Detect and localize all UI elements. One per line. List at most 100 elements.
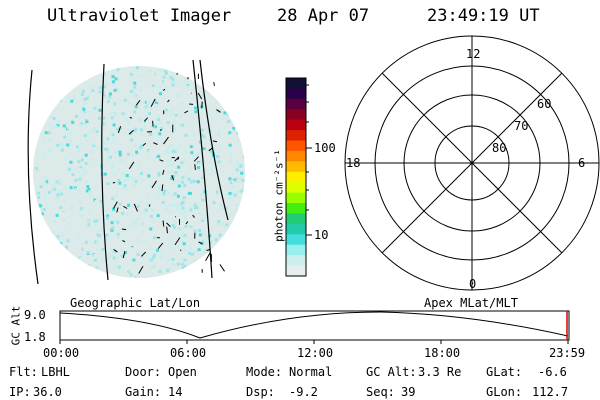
image-pixel <box>158 186 162 190</box>
image-pixel <box>213 76 217 79</box>
image-pixel <box>240 189 243 193</box>
image-pixel <box>39 185 43 189</box>
image-pixel <box>233 140 237 143</box>
image-pixel <box>58 266 62 269</box>
image-pixel <box>177 176 181 180</box>
image-pixel <box>174 171 178 175</box>
image-pixel <box>33 68 37 72</box>
colorbar-segment <box>286 203 306 215</box>
image-pixel <box>78 177 82 181</box>
image-pixel <box>112 106 116 110</box>
image-pixel <box>134 219 138 223</box>
image-pixel <box>234 258 238 262</box>
image-pixel <box>215 135 219 139</box>
image-pixel <box>140 220 144 224</box>
colorbar-segment <box>286 78 306 90</box>
image-pixel <box>206 109 210 113</box>
image-pixel <box>36 230 40 234</box>
image-pixel <box>200 210 204 214</box>
image-pixel <box>73 155 77 159</box>
image-pixel <box>165 208 168 212</box>
image-pixel <box>56 235 60 239</box>
image-pixel <box>96 113 100 117</box>
image-pixel <box>34 206 38 210</box>
image-pixel <box>63 135 67 139</box>
image-pixel <box>241 233 245 236</box>
image-pixel <box>184 83 188 87</box>
image-pixel <box>235 231 239 234</box>
image-pixel <box>80 276 84 278</box>
image-pixel <box>135 260 139 264</box>
image-pixel <box>126 161 129 165</box>
image-pixel <box>130 138 134 142</box>
image-pixel <box>235 208 239 212</box>
image-pixel <box>238 269 242 273</box>
altitude-xtick-0000: 00:00 <box>43 346 80 360</box>
image-pixel <box>50 82 54 86</box>
image-pixel <box>132 191 135 195</box>
image-pixel <box>242 155 245 159</box>
image-pixel <box>166 121 170 125</box>
image-pixel <box>158 132 162 136</box>
image-pixel <box>62 218 66 222</box>
image-pixel <box>193 206 197 210</box>
image-pixel <box>183 99 187 103</box>
image-pixel <box>157 118 160 121</box>
image-pixel <box>72 263 76 267</box>
image-pixel <box>241 203 245 207</box>
image-pixel <box>83 232 87 236</box>
image-pixel <box>104 121 108 125</box>
image-pixel <box>46 257 50 261</box>
image-pixel <box>39 269 43 273</box>
image-pixel <box>87 223 91 227</box>
image-pixel <box>197 212 201 216</box>
image-pixel <box>85 143 89 147</box>
image-pixel <box>136 218 140 222</box>
image-pixel <box>211 222 215 226</box>
image-pixel <box>137 164 141 168</box>
image-pixel <box>76 269 80 273</box>
coastline-segment <box>148 204 151 207</box>
image-pixel <box>51 246 54 250</box>
image-pixel <box>106 137 110 141</box>
image-pixel <box>57 190 61 194</box>
image-pixel <box>191 144 195 148</box>
image-pixel <box>141 256 145 260</box>
image-pixel <box>95 268 99 272</box>
image-pixel <box>180 110 183 114</box>
image-pixel <box>111 226 115 230</box>
info-dsp-value: -9.2 <box>289 385 318 399</box>
image-pixel <box>99 204 103 208</box>
info-glon-value: 112.7 <box>532 385 569 399</box>
image-pixel <box>174 88 178 92</box>
altitude-xtick-0600: 06:00 <box>170 346 207 360</box>
image-pixel <box>206 126 210 130</box>
image-pixel <box>124 251 128 255</box>
image-pixel <box>55 169 58 173</box>
image-pixel <box>235 162 239 165</box>
image-pixel <box>188 268 192 272</box>
image-pixel <box>133 143 137 147</box>
image-pixel <box>167 151 171 155</box>
image-pixel <box>198 188 202 192</box>
coastline-segment <box>185 221 189 225</box>
image-pixel <box>64 120 68 124</box>
image-pixel <box>172 122 176 126</box>
image-pixel <box>51 264 55 268</box>
image-pixel <box>177 165 181 169</box>
image-pixel <box>48 116 52 120</box>
image-pixel <box>206 131 210 135</box>
image-pixel <box>180 260 184 263</box>
image-pixel <box>205 277 209 278</box>
image-pixel <box>180 239 184 243</box>
mlt-label-18: 18 <box>346 156 361 170</box>
image-pixel <box>184 76 188 80</box>
image-pixel <box>152 103 156 107</box>
image-pixel <box>181 200 185 204</box>
image-pixel <box>199 273 202 277</box>
coastline-segment <box>162 169 165 175</box>
image-pixel <box>130 89 134 93</box>
image-pixel <box>202 135 206 139</box>
image-pixel <box>165 135 169 139</box>
image-pixel <box>45 251 49 255</box>
